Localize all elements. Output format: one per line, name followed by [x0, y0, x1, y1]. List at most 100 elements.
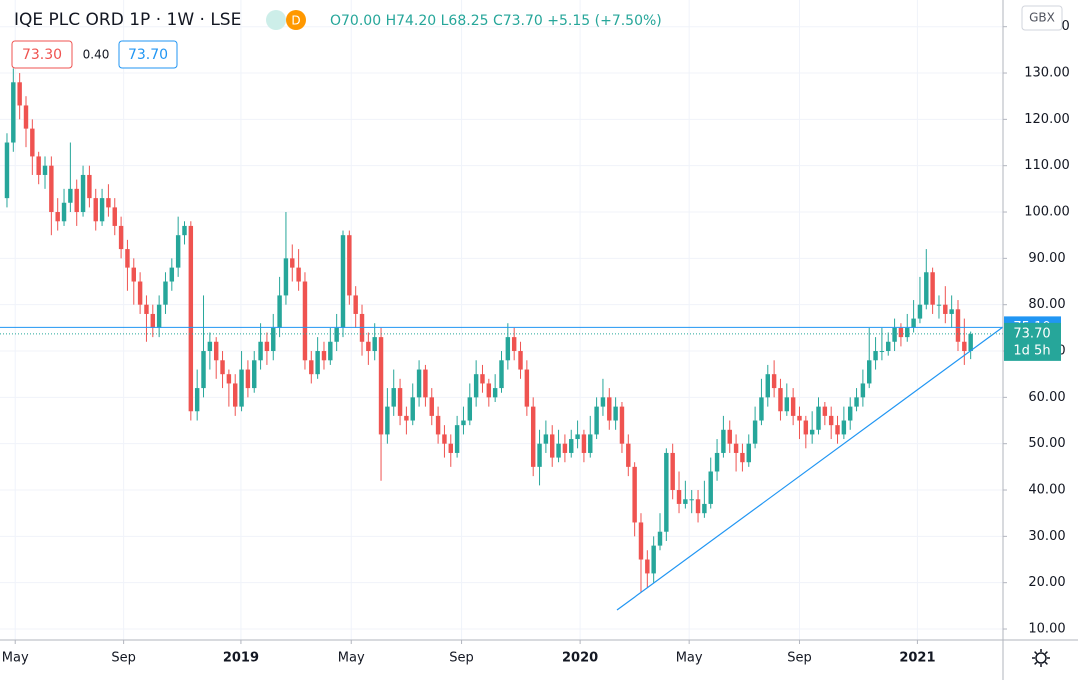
countdown-label: 1d 5h — [1013, 343, 1050, 358]
candle-body — [68, 188, 73, 203]
candle-body — [943, 304, 948, 314]
spread: 0.40 — [83, 48, 110, 62]
candle-body — [277, 295, 282, 328]
x-tick-label: Sep — [111, 651, 136, 666]
candle-body — [847, 406, 853, 421]
candle-body — [258, 341, 263, 361]
y-tick-label: 90.00 — [1028, 251, 1065, 266]
currency-box[interactable] — [1021, 5, 1063, 31]
candle-body — [391, 388, 396, 407]
candle-body — [505, 337, 511, 361]
candle-body — [49, 165, 54, 213]
candle-body — [860, 383, 866, 398]
candle-body — [99, 198, 105, 222]
candle-body — [955, 309, 961, 342]
y-tick-label: 30.00 — [1028, 529, 1065, 544]
axis-labels: 10.0020.0030.0040.0050.0060.0070.0080.00… — [2, 19, 1070, 665]
candle-body — [657, 531, 663, 546]
candle-body — [645, 559, 650, 574]
candle-body — [36, 156, 41, 175]
candle-body — [765, 374, 771, 398]
candle-body — [404, 415, 409, 421]
candle-body — [924, 272, 929, 305]
candle-body — [790, 397, 796, 416]
ohlc-legend: O70.00 H74.20 L68.25 C73.70 +5.15 (+7.50… — [330, 13, 662, 29]
y-tick-label: 110.00 — [1024, 158, 1070, 173]
candle-body — [112, 207, 117, 226]
candle-body — [106, 198, 111, 208]
candle-body — [11, 82, 16, 143]
candle-body — [448, 443, 453, 453]
candle-body — [822, 406, 828, 416]
candle-body — [511, 337, 517, 352]
candle-body — [480, 374, 485, 384]
overlay — [0, 326, 1003, 335]
x-tick-label: 2021 — [899, 651, 935, 666]
price-label-bg — [1004, 322, 1061, 361]
candle-body — [613, 406, 618, 421]
candle-body — [518, 351, 523, 370]
candle-body — [220, 360, 225, 375]
candle-body — [232, 383, 238, 407]
candle-body — [575, 434, 580, 440]
settings-icon[interactable] — [1032, 649, 1050, 667]
candle-body — [302, 281, 308, 361]
candle-body — [797, 415, 802, 421]
gear-ring — [1035, 652, 1047, 664]
candle-body — [569, 439, 574, 453]
candle-body — [321, 351, 327, 361]
candle-body — [239, 369, 244, 407]
candle-body — [835, 425, 840, 435]
candle-body — [156, 304, 162, 328]
candle-body — [809, 429, 815, 435]
ask-box[interactable] — [118, 40, 178, 69]
candle-body — [537, 443, 542, 467]
candle-body — [600, 397, 606, 407]
interval-badge-bg — [286, 10, 306, 30]
candle-body — [930, 272, 935, 305]
candle-body — [467, 397, 473, 421]
candle-body — [207, 341, 213, 352]
candle-body — [74, 188, 79, 213]
interval-badge: D — [291, 14, 300, 28]
y-tick-label: 40.00 — [1028, 483, 1065, 498]
candle-body — [746, 443, 751, 463]
candle-body — [378, 337, 384, 435]
candle-body — [492, 388, 498, 398]
candle-body — [42, 165, 48, 175]
candle-body — [784, 397, 790, 412]
candle-body — [169, 267, 175, 282]
x-tick-label: May — [2, 651, 29, 666]
x-tick-label: Sep — [787, 651, 812, 666]
candle-body — [771, 374, 777, 389]
candle-body — [366, 341, 371, 352]
legend-close: C73.70 — [493, 13, 543, 29]
candle-body — [626, 443, 631, 467]
candle-body — [676, 490, 682, 504]
candle-body — [841, 420, 847, 435]
candle-body — [150, 313, 156, 328]
candle-body — [347, 235, 352, 296]
candle-body — [962, 341, 967, 352]
candle-body — [936, 304, 942, 306]
candle-body — [778, 388, 783, 412]
y-tick-label: 130.00 — [1024, 66, 1070, 81]
candle-body — [315, 351, 320, 375]
bid-box[interactable] — [11, 40, 73, 69]
candle-body — [442, 434, 447, 444]
candle-body — [17, 82, 22, 106]
candle-body — [283, 258, 289, 296]
candle-body — [632, 466, 637, 523]
candle-body — [638, 522, 644, 560]
status-badge — [266, 10, 286, 30]
x-tick-label: May — [338, 651, 365, 666]
candle-body — [581, 434, 587, 453]
candle-body — [435, 415, 441, 435]
candle-body — [727, 429, 732, 444]
chart-title: IQE PLC ORD 1P · 1W · LSE — [14, 10, 241, 30]
candle-body — [252, 360, 257, 389]
candle-body — [708, 471, 713, 504]
candle-body — [30, 128, 35, 157]
candle-body — [264, 341, 270, 352]
candle-body — [144, 304, 149, 314]
